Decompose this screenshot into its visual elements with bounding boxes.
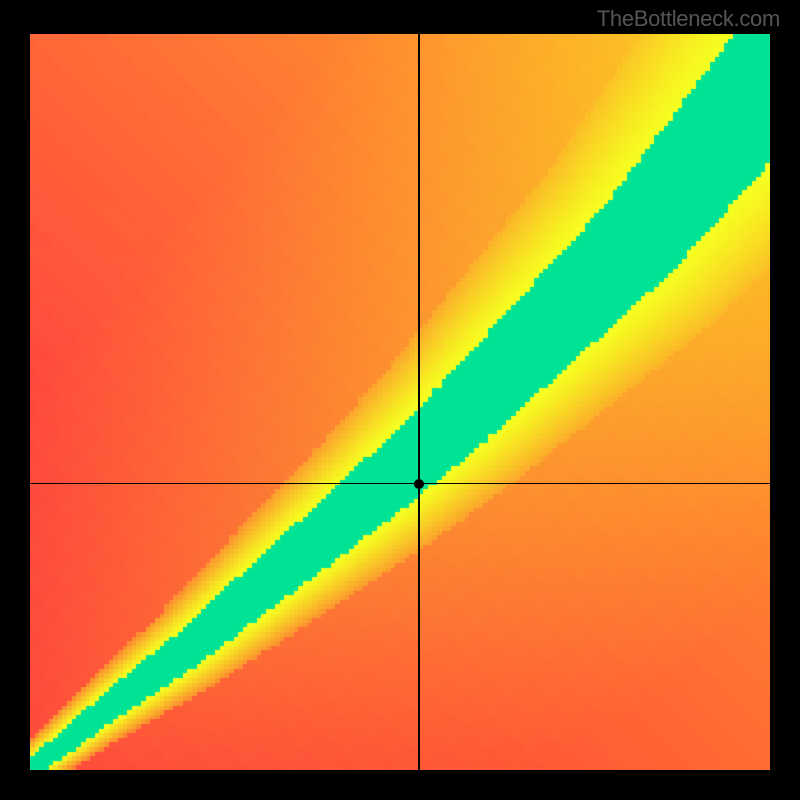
watermark-text: TheBottleneck.com <box>597 6 780 32</box>
crosshair-marker <box>414 479 424 489</box>
crosshair-vertical <box>418 34 420 770</box>
heatmap-plot <box>30 34 770 770</box>
chart-container: TheBottleneck.com <box>0 0 800 800</box>
crosshair-horizontal <box>30 483 770 485</box>
heatmap-canvas <box>30 34 770 770</box>
